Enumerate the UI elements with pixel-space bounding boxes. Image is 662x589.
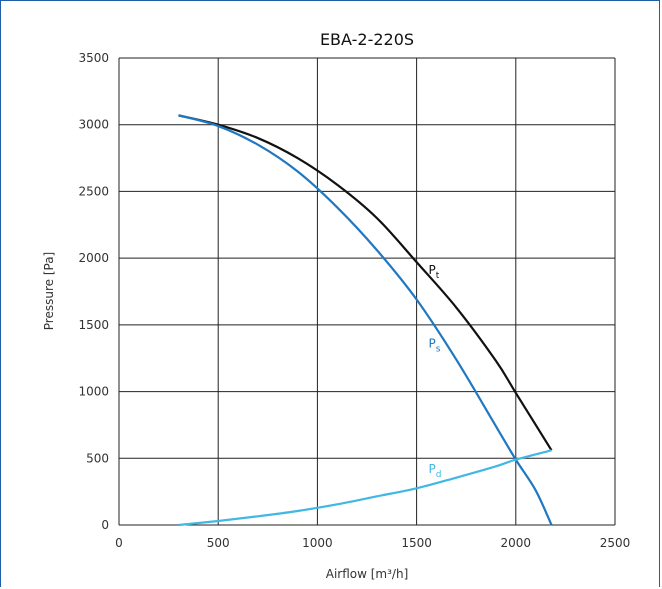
y-tick-label: 500 bbox=[86, 451, 109, 465]
x-tick-label: 0 bbox=[115, 536, 123, 550]
x-axis-label: Airflow [m³/h] bbox=[326, 567, 409, 581]
x-tick-label: 2000 bbox=[501, 536, 532, 550]
series-line-Ps bbox=[178, 114, 553, 526]
series-line-Pd bbox=[178, 449, 552, 527]
y-tick-label: 3500 bbox=[78, 51, 109, 65]
x-tick-label: 1500 bbox=[401, 536, 432, 550]
y-tick-label: 1000 bbox=[78, 385, 109, 399]
y-axis-label: Pressure [Pa] bbox=[42, 252, 56, 330]
series-label-Pd: Pd bbox=[429, 462, 442, 480]
x-tick-label: 1000 bbox=[302, 536, 333, 550]
series-labels: Pt Ps Pd bbox=[429, 263, 442, 480]
y-tick-label: 0 bbox=[101, 518, 109, 532]
y-tick-label: 2000 bbox=[78, 251, 109, 265]
x-tick-label: 2500 bbox=[600, 536, 631, 550]
y-tick-label: 1500 bbox=[78, 318, 109, 332]
series-line-Pt bbox=[178, 114, 553, 451]
series-lines bbox=[178, 114, 553, 527]
x-axis-ticks: 0 500 1000 1500 2000 2500 bbox=[115, 536, 630, 550]
grid bbox=[118, 57, 616, 526]
series-label-Pt: Pt bbox=[429, 263, 440, 281]
y-tick-label: 2500 bbox=[78, 184, 109, 198]
x-tick-label: 500 bbox=[207, 536, 230, 550]
y-axis-ticks: 0 500 1000 1500 2000 2500 3000 3500 bbox=[78, 51, 109, 532]
chart-title: EBA-2-220S bbox=[320, 30, 414, 49]
y-tick-label: 3000 bbox=[78, 118, 109, 132]
series-label-Ps: Ps bbox=[429, 337, 441, 355]
